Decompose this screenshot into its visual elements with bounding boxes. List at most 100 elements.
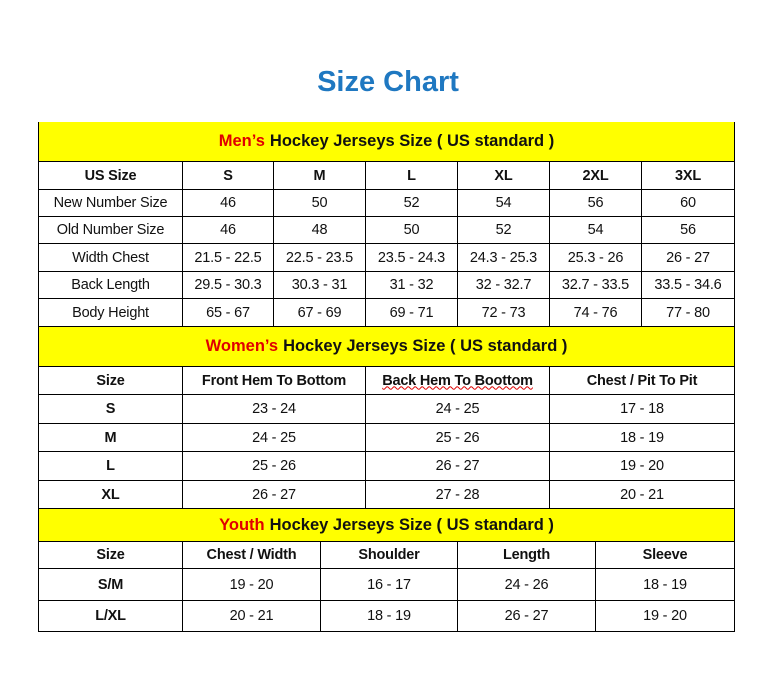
cell-text: 32.7 - 33.5 [561, 277, 630, 293]
table-cell: 23.5 - 24.3 [366, 244, 458, 272]
table-cell: 65 - 67 [183, 299, 274, 327]
header-text: 3XL [675, 167, 701, 184]
cell-text: 74 - 76 [573, 304, 618, 321]
cell-text: Back Length [71, 277, 150, 293]
column-header: Chest / Width [183, 542, 321, 569]
column-header: M [274, 162, 366, 190]
table-cell: 26 - 27 [183, 481, 366, 509]
header-text: Sleeve [642, 547, 688, 563]
table-cell: 26 - 27 [642, 244, 735, 272]
cell-text: 18 - 19 [367, 608, 411, 624]
header-text: Chest / Pit To Pit [586, 372, 698, 389]
table-cell: 21.5 - 22.5 [183, 244, 274, 272]
cell-text: Body Height [72, 304, 149, 321]
section-heading: Hockey Jerseys Size ( US standard ) [283, 337, 568, 355]
column-header: XL [458, 162, 550, 190]
row-label: L [38, 452, 183, 481]
cell-text: 26 - 27 [435, 458, 480, 474]
row-label: S [38, 395, 183, 424]
row-label: Back Length [38, 272, 183, 299]
table-cell: 29.5 - 30.3 [183, 272, 274, 299]
header-text: US Size [84, 167, 137, 184]
table-cell: 52 [366, 190, 458, 217]
cell-text: 24.3 - 25.3 [469, 249, 538, 266]
cell-text: 77 - 80 [666, 304, 710, 321]
table-cell: 46 [183, 190, 274, 217]
column-header: Size [38, 367, 183, 395]
table-cell: 25 - 26 [183, 452, 366, 481]
column-header: Front Hem To Bottom [183, 367, 366, 395]
cell-text: 50 [311, 195, 328, 211]
cell-text: 32 - 32.7 [475, 277, 532, 293]
table-cell: 24 - 25 [366, 395, 550, 424]
cell-text: 25 - 26 [435, 429, 480, 446]
table-cell: 48 [274, 217, 366, 244]
header-text: Size [96, 547, 125, 563]
table-cell: 67 - 69 [274, 299, 366, 327]
table-cell: 30.3 - 31 [274, 272, 366, 299]
column-header: Size [38, 542, 183, 569]
cell-text: 19 - 20 [620, 458, 664, 474]
cell-text: 48 [311, 222, 328, 238]
header-text: Chest / Width [206, 547, 297, 563]
row-label: XL [38, 481, 183, 509]
mens-section-banner: Men’s Hockey Jerseys Size ( US standard ) [38, 122, 735, 162]
cell-text: 33.5 - 34.6 [654, 277, 722, 293]
table-cell: 60 [642, 190, 735, 217]
column-header: Sleeve [596, 542, 735, 569]
cell-text: L [106, 458, 115, 474]
cell-text: 19 - 20 [643, 608, 687, 624]
cell-text: Old Number Size [56, 222, 165, 238]
section-highlight: Women’s [205, 337, 279, 355]
table-cell: 24.3 - 25.3 [458, 244, 550, 272]
column-header: Back Hem To Boottom [366, 367, 550, 395]
column-header: Length [458, 542, 596, 569]
cell-text: 20 - 21 [229, 608, 274, 624]
table-cell: 20 - 21 [183, 601, 321, 632]
row-label: M [38, 424, 183, 452]
cell-text: 25 - 26 [252, 458, 296, 474]
table-cell: 19 - 20 [183, 569, 321, 601]
cell-text: 21.5 - 22.5 [194, 249, 262, 266]
cell-text: 54 [495, 195, 512, 211]
table-cell: 18 - 19 [550, 424, 735, 452]
table-cell: 26 - 27 [458, 601, 596, 632]
table-cell: 23 - 24 [183, 395, 366, 424]
header-text: Back Hem To Boottom [382, 372, 533, 389]
column-header: S [183, 162, 274, 190]
column-header: US Size [38, 162, 183, 190]
cell-text: 27 - 28 [435, 486, 480, 503]
table-cell: 19 - 20 [550, 452, 735, 481]
table-cell: 25.3 - 26 [550, 244, 642, 272]
row-label: Width Chest [38, 244, 183, 272]
header-text: 2XL [582, 167, 609, 184]
header-text: Size [96, 372, 125, 389]
table-cell: 25 - 26 [366, 424, 550, 452]
cell-text: S/M [97, 576, 124, 593]
row-label: Body Height [38, 299, 183, 327]
table-cell: 72 - 73 [458, 299, 550, 327]
header-text: Shoulder [358, 547, 420, 563]
cell-text: 23.5 - 24.3 [377, 249, 446, 266]
cell-text: 56 [587, 195, 604, 211]
table-cell: 54 [550, 217, 642, 244]
cell-text: 52 [495, 222, 512, 238]
header-text: S [223, 167, 233, 184]
table-cell: 16 - 17 [321, 569, 458, 601]
cell-text: New Number Size [53, 195, 168, 211]
header-text: Length [502, 547, 551, 563]
table-cell: 54 [458, 190, 550, 217]
cell-text: 31 - 32 [389, 277, 434, 293]
cell-text: Width Chest [72, 249, 149, 266]
header-text: L [407, 167, 416, 184]
cell-text: 29.5 - 30.3 [194, 277, 262, 293]
header-text: M [313, 167, 326, 184]
cell-text: 19 - 20 [229, 576, 274, 593]
cell-text: 23 - 24 [252, 401, 296, 417]
cell-text: 52 [403, 195, 420, 211]
cell-text: 26 - 27 [504, 608, 549, 624]
table-cell: 27 - 28 [366, 481, 550, 509]
cell-text: 72 - 73 [481, 304, 526, 321]
cell-text: 26 - 27 [252, 486, 296, 503]
womens-section-banner: Women’s Hockey Jerseys Size ( US standard… [38, 327, 735, 367]
